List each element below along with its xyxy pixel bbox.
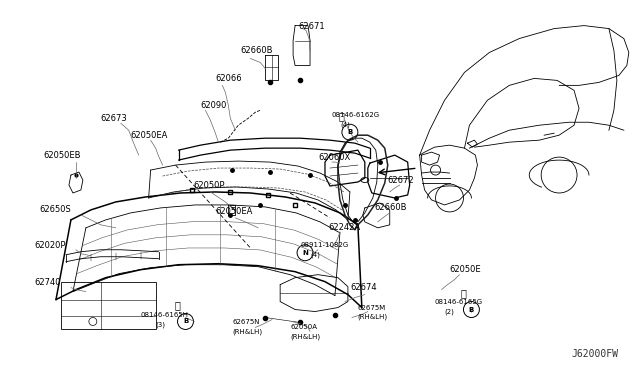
Text: 62740: 62740	[34, 278, 61, 287]
Text: N: N	[302, 250, 308, 256]
Text: 62090: 62090	[200, 101, 227, 110]
Text: (4): (4)	[310, 251, 320, 258]
Text: 62674: 62674	[350, 283, 376, 292]
Text: (2): (2)	[445, 308, 454, 315]
Text: 62660B: 62660B	[375, 203, 407, 212]
Text: 62673: 62673	[101, 114, 127, 123]
Text: B: B	[348, 129, 353, 135]
Text: (RH&LH): (RH&LH)	[290, 333, 320, 340]
Text: 62650S: 62650S	[39, 205, 71, 214]
Text: 08146-6165H: 08146-6165H	[141, 311, 189, 318]
Text: Ⓑ: Ⓑ	[461, 289, 467, 299]
Text: 62020P: 62020P	[34, 241, 65, 250]
Text: 62066: 62066	[216, 74, 242, 83]
Text: 08146-6162G: 08146-6162G	[332, 112, 380, 118]
Text: 62050EA: 62050EA	[216, 208, 253, 217]
Text: 62050EA: 62050EA	[131, 131, 168, 140]
Text: 62675M: 62675M	[358, 305, 386, 311]
Text: (3): (3)	[156, 321, 166, 328]
FancyBboxPatch shape	[61, 282, 156, 330]
Text: 08146-6165G: 08146-6165G	[435, 299, 483, 305]
Text: Ⓑ: Ⓑ	[339, 111, 345, 121]
Text: (RH&LH): (RH&LH)	[232, 328, 262, 335]
Text: 62050EB: 62050EB	[43, 151, 81, 160]
Text: 08911-1082G: 08911-1082G	[300, 242, 348, 248]
Text: Ⓑ: Ⓑ	[175, 301, 180, 311]
Text: 62675N: 62675N	[232, 320, 260, 326]
Text: (4): (4)	[340, 122, 350, 128]
Text: B: B	[183, 318, 188, 324]
Text: 62660B: 62660B	[240, 46, 273, 55]
Text: 62050P: 62050P	[193, 180, 225, 189]
Text: 62050A: 62050A	[290, 324, 317, 330]
Text: 62672: 62672	[388, 176, 414, 185]
Text: (RH&LH): (RH&LH)	[358, 313, 388, 320]
Text: J62000FW: J62000FW	[572, 349, 619, 359]
Text: 62671: 62671	[298, 22, 324, 31]
Text: B: B	[469, 307, 474, 312]
Text: 62050E: 62050E	[449, 265, 481, 274]
Text: 62060X: 62060X	[318, 153, 350, 161]
Text: 62242A: 62242A	[328, 223, 360, 232]
